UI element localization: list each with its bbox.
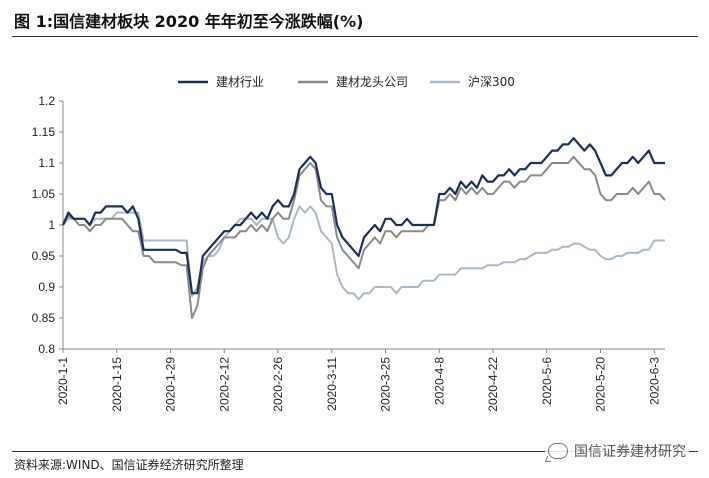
x-tick-label: 2020-2-12 xyxy=(217,357,231,412)
y-tick-label: 1.15 xyxy=(32,125,56,139)
top-rule xyxy=(12,36,698,37)
y-tick-label: 0.95 xyxy=(32,249,56,263)
x-tick-label: 2020-5-6 xyxy=(540,357,554,405)
x-tick-label: 2020-1-15 xyxy=(110,357,124,412)
x-tick-label: 2020-2-26 xyxy=(271,357,285,412)
watermark: 国信证券建材研究 xyxy=(545,440,689,462)
legend-label-2: 建材龙头公司 xyxy=(336,75,408,89)
y-tick-label: 1 xyxy=(48,218,55,232)
x-tick-label: 2020-6-3 xyxy=(647,357,661,405)
legend-label-1: 建材行业 xyxy=(216,75,264,89)
chart-legend: 建材行业 建材龙头公司 沪深300 xyxy=(178,75,515,89)
source-note: 资料来源:WIND、国信证券经济研究所整理 xyxy=(14,458,244,472)
x-tick-label: 2020-5-20 xyxy=(594,357,608,412)
legend-label-3: 沪深300 xyxy=(468,75,515,89)
y-tick-label: 1.1 xyxy=(38,156,55,170)
bottom-rule xyxy=(12,451,698,452)
wechat-icon xyxy=(548,443,568,459)
series-line-1 xyxy=(61,137,665,295)
series-line-2 xyxy=(62,155,666,319)
x-tick-label: 2020-3-25 xyxy=(379,357,393,412)
series-line-3 xyxy=(62,205,665,301)
y-tick-label: 1.2 xyxy=(38,94,55,108)
chart-lines xyxy=(61,137,666,319)
y-tick-label: 0.9 xyxy=(38,280,55,294)
x-tick-label: 2020-3-11 xyxy=(325,357,339,411)
y-tick-label: 1.05 xyxy=(32,187,56,201)
x-tick-label: 2020-4-8 xyxy=(432,357,446,405)
x-tick-label: 2020-4-22 xyxy=(486,357,500,412)
y-tick-label: 0.8 xyxy=(38,342,55,356)
x-tick-label: 2020-1-1 xyxy=(56,357,70,405)
chart-title: 图 1:国信建材板块 2020 年年初至今涨跌幅(%) xyxy=(14,12,364,31)
watermark-text: 国信证券建材研究 xyxy=(574,444,686,460)
y-tick-label: 0.85 xyxy=(32,311,56,325)
x-tick-label: 2020-1-29 xyxy=(164,357,178,412)
